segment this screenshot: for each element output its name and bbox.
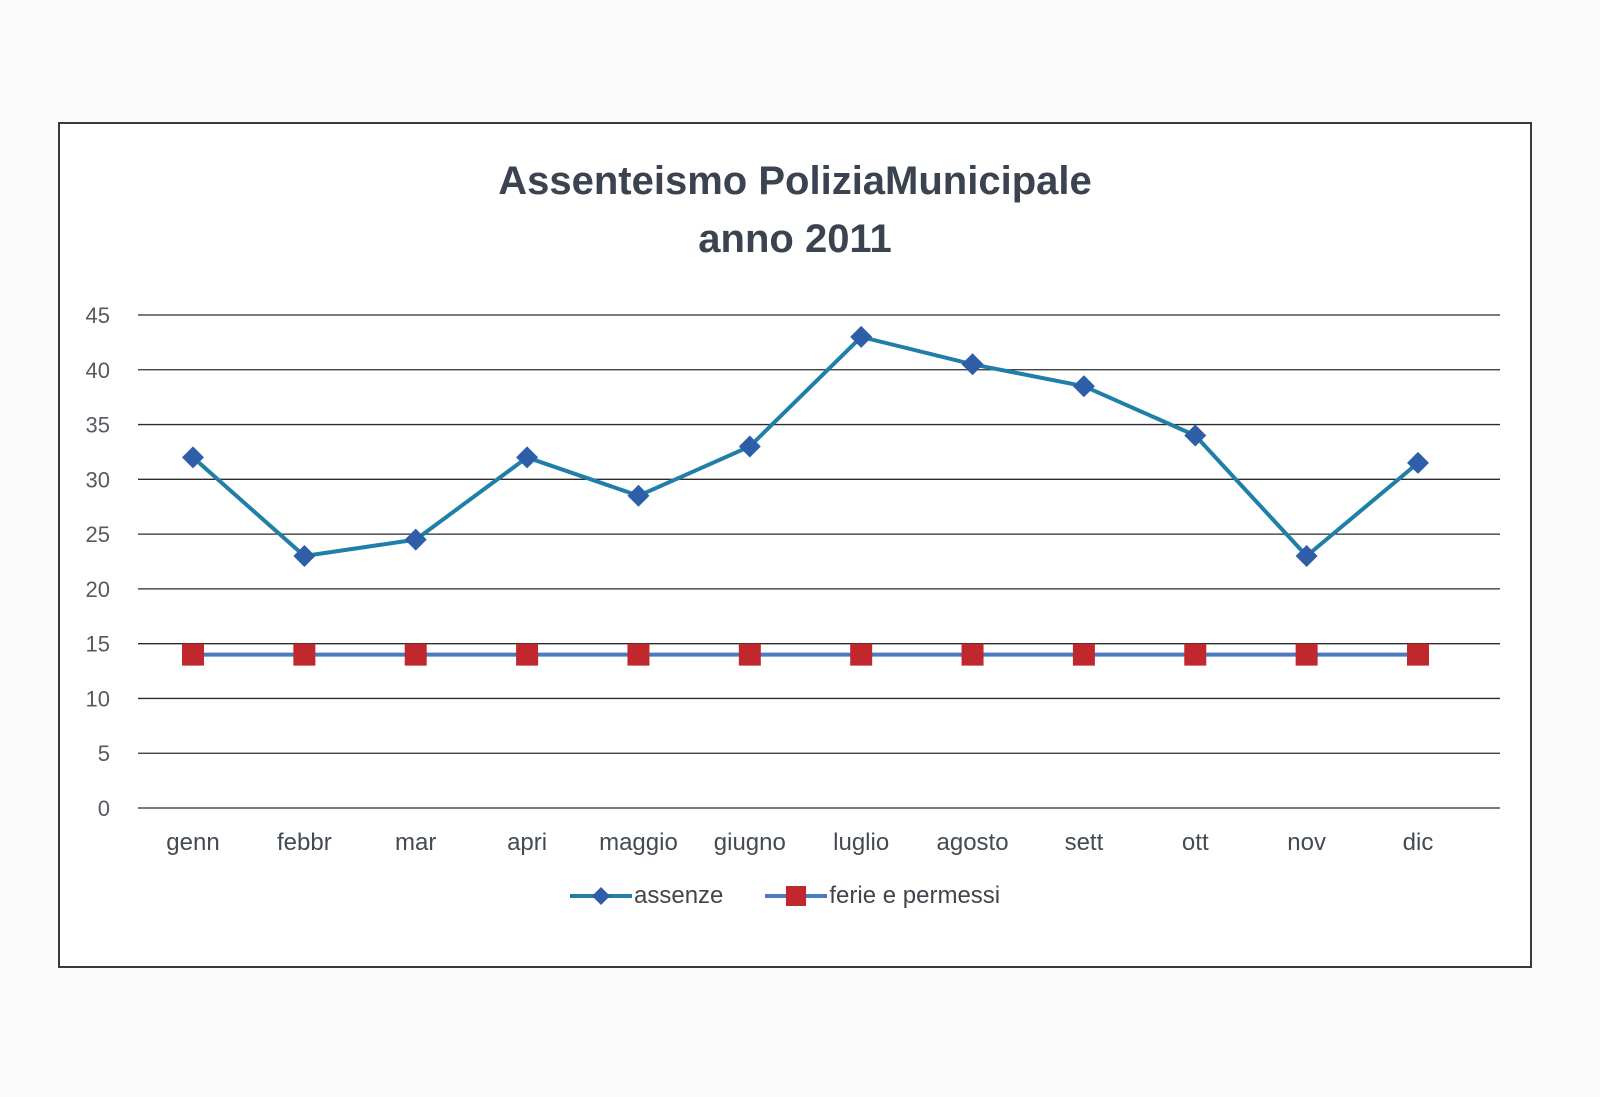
series-line-0 <box>191 334 1420 559</box>
x-tick-label: maggio <box>599 829 678 856</box>
legend-swatch-ferie <box>765 886 828 906</box>
data-point-diamond <box>961 353 984 376</box>
y-tick-label: 5 <box>98 741 110 766</box>
data-point-diamond <box>1184 424 1207 447</box>
data-point-square <box>1072 643 1095 666</box>
y-tick-label: 25 <box>86 522 110 547</box>
chart-title-block: Assenteismo PoliziaMunicipale anno 2011 <box>60 152 1530 268</box>
data-point-diamond <box>738 435 761 458</box>
data-point-square <box>1407 643 1429 666</box>
x-tick-label: apri <box>507 829 547 856</box>
data-point-diamond <box>404 528 427 551</box>
legend-label-ferie: ferie e permessi <box>829 882 1001 909</box>
legend-item-assenze: assenze <box>570 882 723 910</box>
y-tick-label: 0 <box>98 796 110 821</box>
chart-subtitle: anno 2011 <box>698 217 892 261</box>
x-tick-label: mar <box>395 829 436 856</box>
x-tick-label: ott <box>1182 829 1209 856</box>
data-point-diamond <box>1072 375 1095 398</box>
y-tick-label: 10 <box>86 686 110 711</box>
y-tick-label: 20 <box>86 577 110 602</box>
data-point-square <box>1184 643 1207 666</box>
x-tick-label: agosto <box>937 829 1009 856</box>
legend-swatch-assenze <box>570 887 632 905</box>
data-point-diamond <box>516 446 539 469</box>
data-point-diamond <box>850 325 873 348</box>
data-point-square <box>404 643 427 666</box>
data-point-square <box>182 643 204 666</box>
data-point-square <box>850 643 873 666</box>
data-point-diamond <box>1295 545 1318 568</box>
line-chart: 0 5 10 15 20 25 30 35 40 45 genn febbr mar apri maggio… <box>86 303 1500 856</box>
x-tick-label: dic <box>1403 829 1434 856</box>
x-tick-label: febbr <box>277 829 332 856</box>
chart-title: Assenteismo PoliziaMunicipale <box>498 159 1092 203</box>
data-point-square <box>961 643 984 666</box>
data-point-diamond <box>627 484 650 507</box>
chart-frame: Assenteismo PoliziaMunicipale anno 2011 … <box>58 122 1532 968</box>
y-tick-label: 30 <box>86 467 110 492</box>
data-point-diamond <box>1407 451 1429 474</box>
data-point-square <box>1295 643 1318 666</box>
y-tick-label: 35 <box>86 413 110 438</box>
data-point-square <box>627 643 650 666</box>
y-tick-label: 40 <box>86 358 110 383</box>
data-point-diamond <box>182 446 204 469</box>
y-tick-label: 15 <box>86 632 110 657</box>
y-tick-label: 45 <box>86 303 110 328</box>
x-tick-label: genn <box>166 829 219 856</box>
legend-item-ferie: ferie e permessi <box>765 882 1000 910</box>
x-tick-label: giugno <box>714 829 786 856</box>
data-point-square <box>293 643 316 666</box>
data-point-square <box>516 643 539 666</box>
x-tick-label: nov <box>1287 829 1326 856</box>
chart-legend: assenze ferie e permessi <box>570 876 1000 916</box>
data-point-diamond <box>293 545 316 568</box>
data-point-square <box>738 643 761 666</box>
x-tick-label: luglio <box>833 829 889 856</box>
x-tick-label: sett <box>1065 829 1104 856</box>
legend-label-assenze: assenze <box>634 882 724 909</box>
